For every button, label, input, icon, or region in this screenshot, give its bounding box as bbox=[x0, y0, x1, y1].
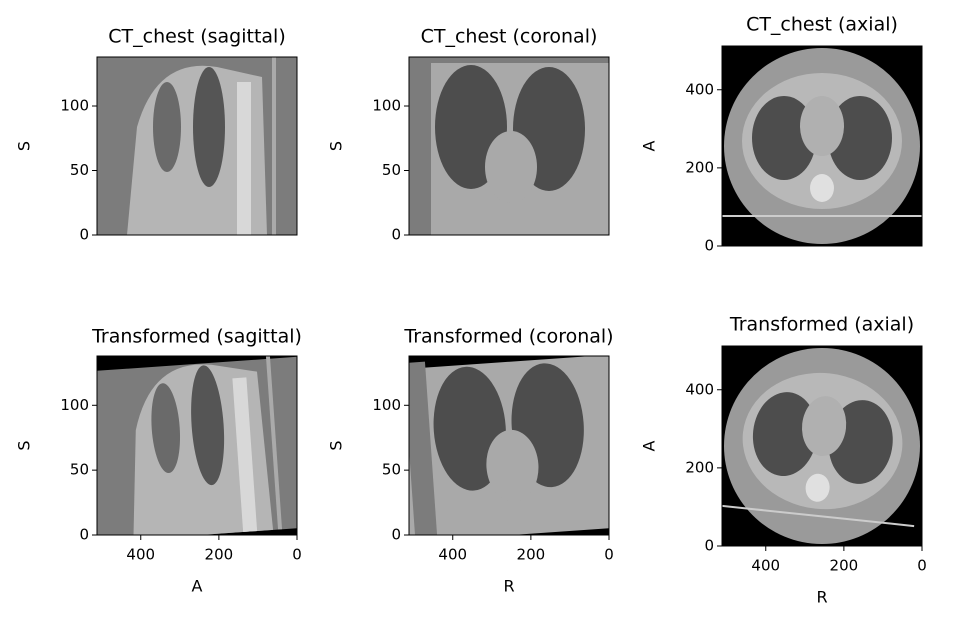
y-tick-label: 200 bbox=[685, 158, 714, 176]
y-axis-label: S bbox=[327, 440, 346, 450]
y-axis-label: S bbox=[327, 141, 346, 151]
subplot: CT_chest (coronal) 0 50 100 S bbox=[327, 26, 610, 244]
subplot: Transformed (axial) 0 200 400 400 200 0 A R bbox=[640, 314, 927, 607]
image-area bbox=[409, 57, 609, 235]
heart bbox=[801, 396, 847, 457]
lung bbox=[191, 365, 225, 486]
heart bbox=[151, 383, 181, 474]
x-tick-label: 400 bbox=[438, 546, 467, 564]
y-axis-label: A bbox=[640, 440, 659, 451]
ct-image bbox=[409, 57, 609, 235]
y-tick-label: 0 bbox=[79, 226, 89, 244]
ct-image bbox=[97, 57, 297, 235]
x-tick-label: 400 bbox=[126, 546, 155, 564]
y-tick-label: 0 bbox=[79, 526, 89, 544]
y-tick-label: 50 bbox=[70, 161, 89, 179]
axes-frame bbox=[96, 355, 298, 536]
y-axis-label: S bbox=[15, 440, 34, 450]
subplot-title: Transformed (sagittal) bbox=[91, 326, 302, 348]
ct-image bbox=[722, 348, 920, 544]
x-tick-label: 400 bbox=[751, 557, 780, 575]
subplot-title: Transformed (axial) bbox=[729, 314, 914, 336]
x-axis-label: R bbox=[503, 577, 514, 596]
spine bbox=[237, 82, 251, 235]
image-area bbox=[97, 57, 297, 235]
lung bbox=[193, 67, 225, 187]
y-tick-label: 200 bbox=[685, 458, 714, 476]
outside bbox=[409, 57, 431, 235]
subplot-title: Transformed (coronal) bbox=[403, 326, 613, 348]
y-tick-label: 100 bbox=[60, 396, 89, 414]
ct-image bbox=[97, 356, 297, 535]
x-axis-label: R bbox=[816, 588, 827, 607]
axes-frame bbox=[408, 56, 610, 236]
x-tick-label: 0 bbox=[292, 546, 302, 564]
axes-frame bbox=[96, 56, 298, 236]
y-tick-label: 100 bbox=[372, 396, 401, 414]
image-area bbox=[409, 356, 609, 535]
heart bbox=[486, 429, 539, 502]
subplot: Transformed (coronal) 0 50 100 400 200 0 S R bbox=[327, 326, 614, 596]
axes-frame bbox=[408, 355, 610, 536]
x-axis-label: A bbox=[192, 577, 203, 596]
subplot: Transformed (sagittal) 0 50 100 400 200 0 S A bbox=[15, 326, 302, 596]
subplot-title: CT_chest (axial) bbox=[746, 14, 898, 36]
lung-left bbox=[828, 96, 892, 180]
y-axis-label: S bbox=[15, 141, 34, 151]
subplot-title: CT_chest (sagittal) bbox=[108, 26, 285, 48]
heart bbox=[153, 82, 181, 172]
y-tick-label: 100 bbox=[372, 97, 401, 115]
image-area bbox=[722, 346, 922, 546]
y-tick-label: 0 bbox=[391, 226, 401, 244]
lung-right bbox=[752, 96, 816, 180]
x-tick-label: 200 bbox=[830, 557, 859, 575]
image-area bbox=[97, 356, 297, 535]
y-tick-label: 0 bbox=[391, 526, 401, 544]
ct-image bbox=[409, 356, 609, 535]
y-tick-label: 100 bbox=[60, 97, 89, 115]
axes-frame bbox=[721, 345, 923, 547]
y-tick-label: 400 bbox=[685, 80, 714, 98]
y-tick-label: 50 bbox=[382, 461, 401, 479]
spine bbox=[805, 473, 830, 502]
y-tick-label: 0 bbox=[704, 237, 714, 255]
x-tick-label: 200 bbox=[205, 546, 234, 564]
image-area bbox=[722, 46, 922, 246]
x-tick-label: 0 bbox=[917, 557, 927, 575]
subplot: CT_chest (sagittal) 0 50 100 S bbox=[15, 26, 298, 244]
ct-image bbox=[722, 48, 922, 244]
y-tick-label: 0 bbox=[704, 537, 714, 555]
heart bbox=[485, 131, 537, 203]
y-tick-label: 50 bbox=[382, 161, 401, 179]
x-tick-label: 200 bbox=[517, 546, 546, 564]
subplot: CT_chest (axial) 0 200 400 A bbox=[640, 14, 923, 255]
table bbox=[272, 57, 276, 235]
x-tick-label: 0 bbox=[604, 546, 614, 564]
spine bbox=[810, 174, 834, 202]
y-axis-label: A bbox=[640, 140, 659, 151]
y-tick-label: 50 bbox=[70, 461, 89, 479]
heart bbox=[800, 96, 844, 156]
table bbox=[722, 504, 915, 528]
axes-frame bbox=[721, 45, 923, 247]
subplot-title: CT_chest (coronal) bbox=[421, 26, 598, 48]
spine bbox=[232, 377, 258, 532]
lung-right bbox=[752, 392, 818, 476]
y-tick-label: 400 bbox=[685, 380, 714, 398]
table bbox=[265, 356, 283, 530]
outside bbox=[409, 361, 438, 535]
